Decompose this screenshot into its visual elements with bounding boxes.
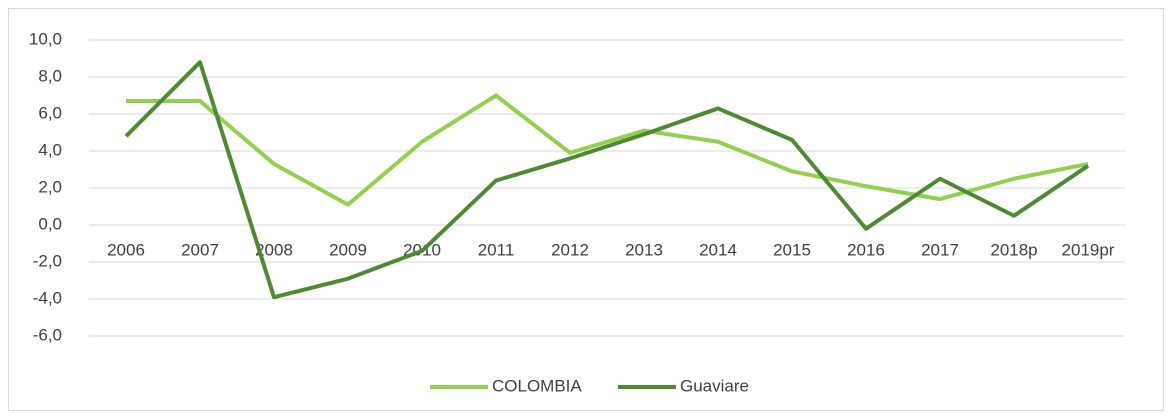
x-tick-label: 2006	[107, 240, 145, 259]
x-tick-label: 2007	[181, 240, 219, 259]
y-tick-label: 10,0	[29, 29, 62, 48]
x-tick-label: 2016	[847, 240, 885, 259]
y-tick-label: -6,0	[33, 325, 62, 344]
x-tick-label: 2015	[773, 240, 811, 259]
x-tick-label: 2014	[699, 240, 737, 259]
y-tick-label: 4,0	[38, 140, 62, 159]
series-line	[124, 60, 1090, 300]
legend-label: Guaviare	[680, 376, 749, 395]
y-tick-label: 2,0	[38, 177, 62, 196]
x-tick-label: 2019pr	[1062, 240, 1115, 259]
y-tick-label: 6,0	[38, 103, 62, 122]
x-tick-label: 2009	[329, 240, 367, 259]
x-tick-label: 2017	[921, 240, 959, 259]
x-tick-label: 2011	[478, 240, 515, 259]
x-tick-label: 2013	[625, 240, 663, 259]
y-tick-label: 8,0	[38, 66, 62, 85]
y-tick-label: -2,0	[33, 251, 62, 270]
y-tick-label: 0,0	[38, 214, 62, 233]
legend-label: COLOMBIA	[492, 376, 582, 395]
series-line	[126, 93, 1089, 207]
chart-border	[8, 8, 1164, 411]
x-tick-label: 2008	[255, 240, 293, 259]
x-tick-label: 2018p	[990, 240, 1037, 259]
x-tick-label: 2012	[551, 240, 589, 259]
y-tick-label: -4,0	[33, 288, 62, 307]
